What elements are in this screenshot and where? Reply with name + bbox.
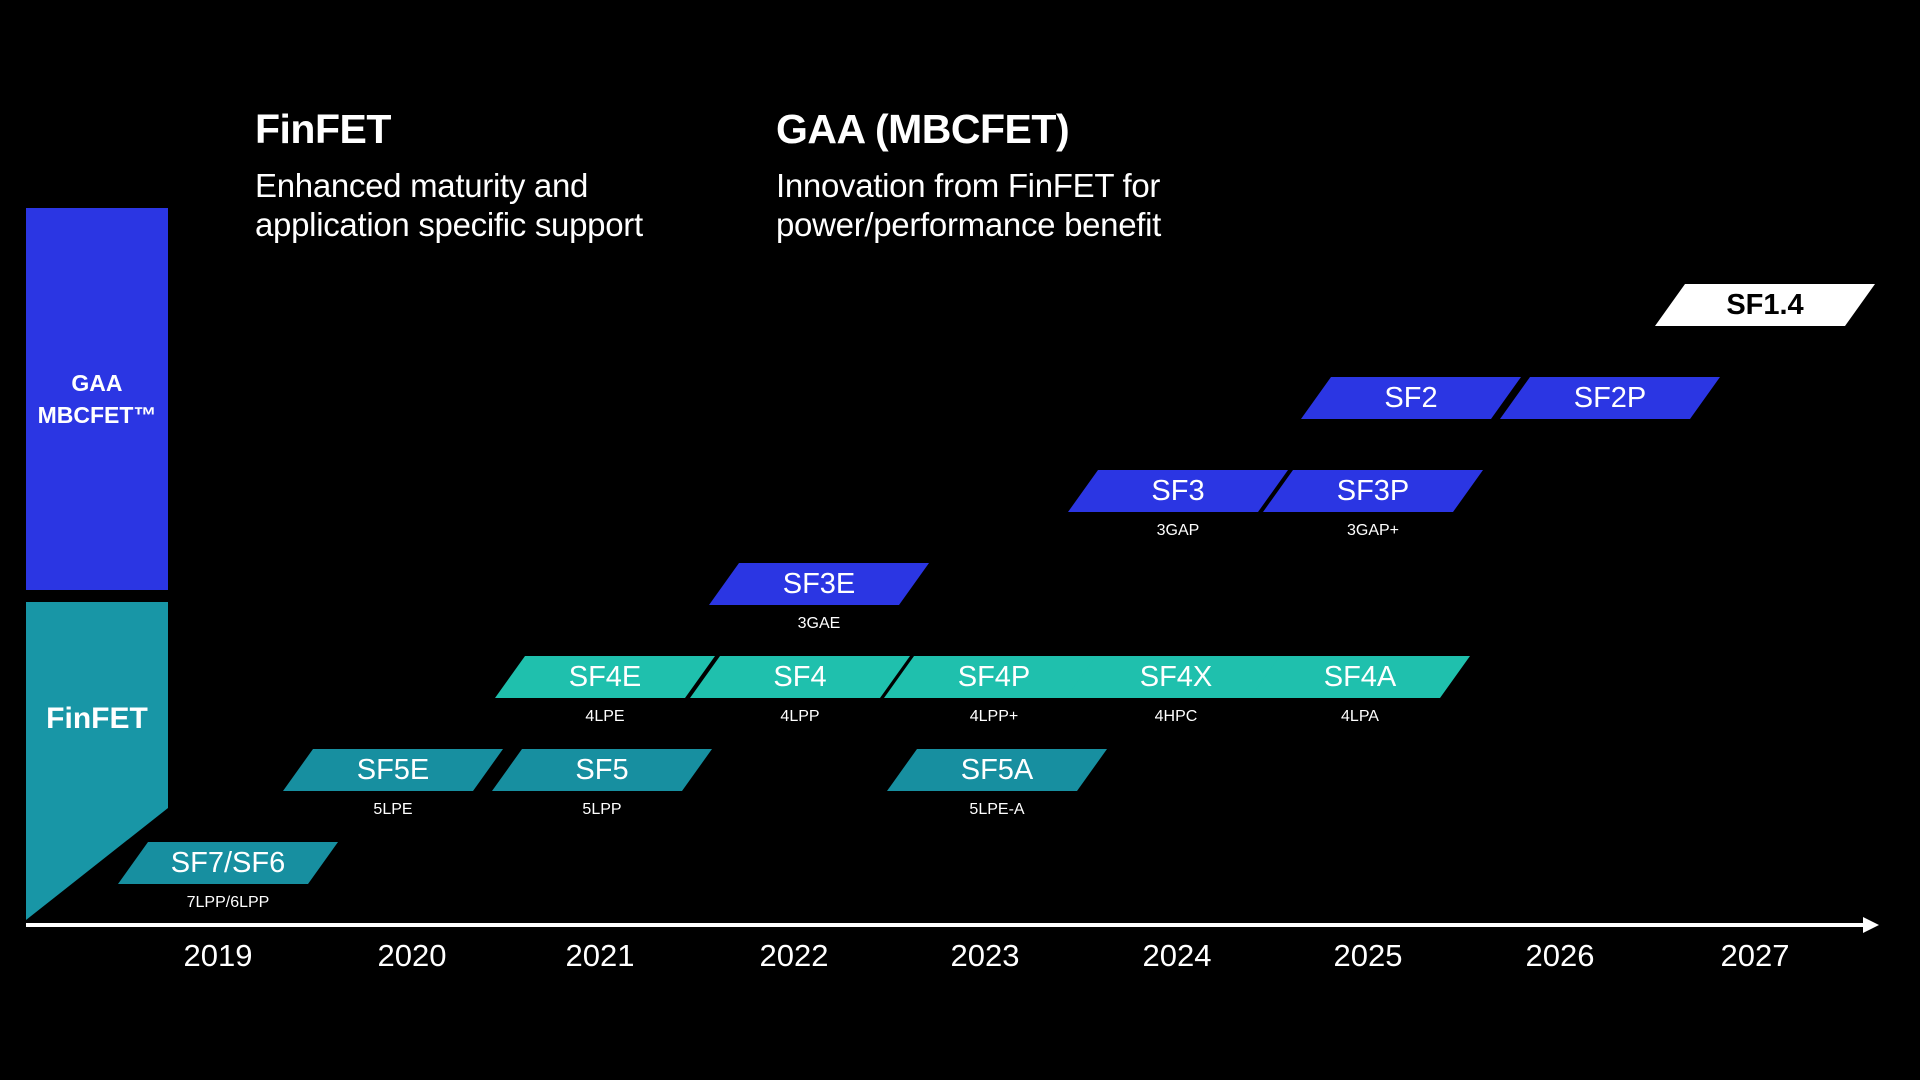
- process-node-sf2: SF2: [1301, 377, 1521, 419]
- timeline-arrow-icon: [1863, 917, 1879, 933]
- year-label-2023: 2023: [950, 938, 1020, 973]
- year-label-2026: 2026: [1525, 938, 1595, 973]
- year-label-2019: 2019: [183, 938, 253, 973]
- node-shape: [118, 842, 338, 884]
- node-shape: [1301, 377, 1521, 419]
- node-process-code: 4LPP+: [969, 708, 1019, 725]
- node-name: SF7/SF6: [170, 847, 286, 879]
- finfet-category-bar: FinFET: [26, 602, 168, 920]
- node-name: SF4A: [1323, 661, 1397, 693]
- process-node-sf4: SF4 4LPP: [690, 656, 910, 725]
- node-shape: [283, 749, 503, 791]
- year-label-2020: 2020: [377, 938, 447, 973]
- node-shape: [1066, 656, 1286, 698]
- node-name: SF2P: [1573, 382, 1647, 414]
- node-shape: [1068, 470, 1288, 512]
- process-node-sf2p: SF2P: [1500, 377, 1720, 419]
- node-shape: [1250, 656, 1470, 698]
- year-label-2021: 2021: [565, 938, 635, 973]
- node-process-code: 3GAE: [797, 615, 841, 632]
- node-shape: [492, 749, 712, 791]
- node-name: SF4E: [568, 661, 642, 693]
- process-node-sf5e: SF5E 5LPE: [283, 749, 503, 818]
- node-process-code: 5LPE-A: [969, 801, 1025, 818]
- node-process-code: 3GAP: [1156, 522, 1200, 539]
- node-name: SF5E: [356, 754, 430, 786]
- process-node-sf5: SF5 5LPP: [492, 749, 712, 818]
- year-label-2027: 2027: [1720, 938, 1790, 973]
- process-node-sf7: SF7/SF6 7LPP/6LPP: [118, 842, 338, 911]
- node-shape: [884, 656, 1104, 698]
- node-shape: [1655, 284, 1875, 326]
- finfet-bar-shape: [26, 602, 168, 920]
- year-label-2025: 2025: [1333, 938, 1403, 973]
- finfet-bar-label: FinFET: [46, 702, 148, 735]
- node-shape: [690, 656, 910, 698]
- gaa-bar-label-line2: MBCFET™: [37, 402, 157, 428]
- process-node-sf3e: SF3E 3GAE: [709, 563, 929, 632]
- node-name: SF5A: [960, 754, 1034, 786]
- node-process-code: 3GAP+: [1346, 522, 1400, 539]
- node-name: SF2: [1384, 382, 1438, 414]
- gaa-subtitle: Innovation from FinFET for power/perform…: [776, 166, 1161, 244]
- node-process-code: 7LPP/6LPP: [186, 894, 270, 911]
- gaa-title: GAA (MBCFET): [776, 106, 1070, 152]
- node-process-code: 4LPE: [585, 708, 625, 725]
- node-shape: [1500, 377, 1720, 419]
- node-name: SF1.4: [1726, 289, 1804, 321]
- finfet-subtitle-line1: Enhanced maturity and: [255, 167, 589, 204]
- timeline-axis: [26, 923, 1866, 927]
- finfet-subtitle: Enhanced maturity and application specif…: [255, 166, 643, 244]
- process-node-sf14: SF1.4: [1655, 284, 1875, 326]
- node-name: SF3E: [782, 568, 856, 600]
- process-node-sf3p: SF3P 3GAP+: [1263, 470, 1483, 539]
- gaa-category-bar: GAA MBCFET™: [26, 208, 168, 590]
- process-node-sf3: SF3 3GAP: [1068, 470, 1288, 539]
- gaa-subtitle-line2: power/performance benefit: [776, 206, 1162, 243]
- process-node-sf4p: SF4P 4LPP+: [884, 656, 1104, 725]
- process-node-sf4x: SF4X 4HPC: [1066, 656, 1286, 725]
- node-name: SF4: [773, 661, 827, 693]
- gaa-subtitle-line1: Innovation from FinFET for: [776, 167, 1161, 204]
- process-node-sf4e: SF4E 4LPE: [495, 656, 715, 725]
- node-name: SF5: [575, 754, 629, 786]
- node-process-code: 5LPP: [582, 801, 622, 818]
- process-node-sf5a: SF5A 5LPE-A: [887, 749, 1107, 818]
- node-name: SF3P: [1336, 475, 1410, 507]
- node-process-code: 5LPE: [373, 801, 413, 818]
- node-name: SF4P: [957, 661, 1031, 693]
- node-shape: [709, 563, 929, 605]
- year-label-2022: 2022: [759, 938, 829, 973]
- year-label-2024: 2024: [1142, 938, 1212, 973]
- node-process-code: 4LPP: [780, 708, 820, 725]
- finfet-title: FinFET: [255, 106, 391, 152]
- finfet-subtitle-line2: application specific support: [255, 206, 643, 243]
- node-process-code: 4LPA: [1341, 708, 1379, 725]
- gaa-bar-label-line1: GAA: [71, 370, 123, 396]
- process-node-sf4a: SF4A 4LPA: [1250, 656, 1470, 725]
- node-shape: [887, 749, 1107, 791]
- node-process-code: 4HPC: [1154, 708, 1198, 725]
- node-name: SF3: [1151, 475, 1205, 507]
- node-shape: [495, 656, 715, 698]
- node-name: SF4X: [1139, 661, 1213, 693]
- node-shape: [1263, 470, 1483, 512]
